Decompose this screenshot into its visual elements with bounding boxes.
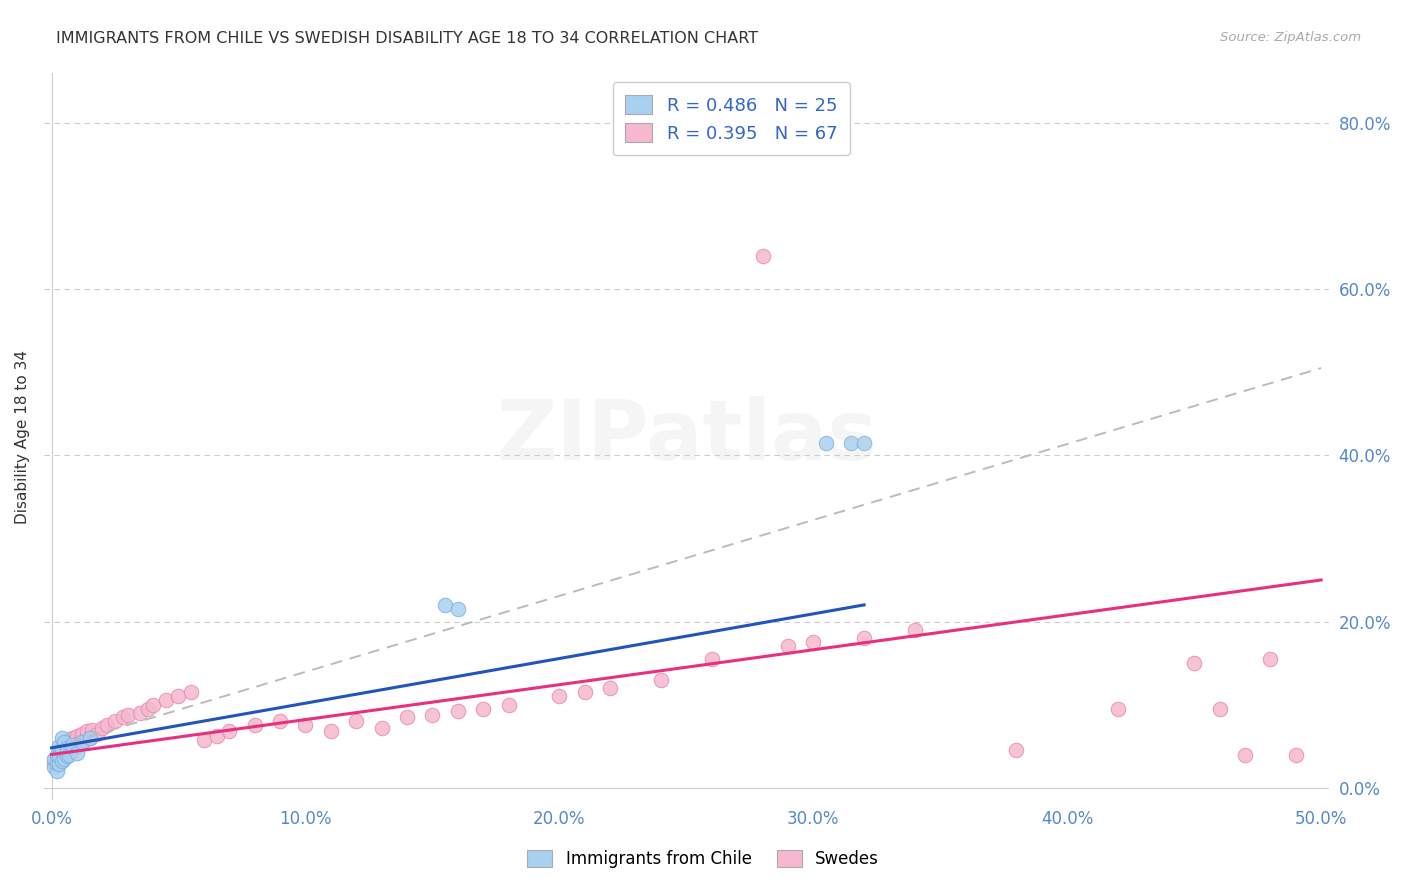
Point — [841, 435, 863, 450]
Point — [904, 623, 927, 637]
Point — [82, 723, 104, 737]
Point — [1208, 702, 1230, 716]
Point — [205, 729, 228, 743]
Legend: R = 0.486   N = 25, R = 0.395   N = 67: R = 0.486 N = 25, R = 0.395 N = 67 — [613, 82, 851, 155]
Point — [76, 724, 98, 739]
Point — [73, 732, 96, 747]
Point — [53, 735, 76, 749]
Point — [55, 749, 77, 764]
Point — [193, 732, 215, 747]
Point — [1285, 747, 1308, 762]
Point — [63, 740, 86, 755]
Point — [1107, 702, 1129, 716]
Point — [814, 435, 837, 450]
Point — [422, 707, 444, 722]
Point — [574, 685, 596, 699]
Text: ZIPatlas: ZIPatlas — [496, 396, 877, 477]
Point — [48, 757, 70, 772]
Point — [395, 710, 418, 724]
Point — [447, 602, 470, 616]
Point — [136, 702, 159, 716]
Point — [66, 729, 89, 743]
Point — [60, 743, 83, 757]
Point — [45, 747, 67, 762]
Point — [60, 738, 83, 752]
Point — [51, 754, 73, 768]
Point — [58, 732, 80, 747]
Point — [434, 598, 457, 612]
Point — [45, 757, 67, 772]
Point — [243, 718, 266, 732]
Point — [1005, 743, 1028, 757]
Point — [1260, 652, 1282, 666]
Point — [55, 735, 77, 749]
Point — [42, 752, 65, 766]
Point — [79, 731, 101, 745]
Point — [91, 721, 114, 735]
Point — [51, 731, 73, 745]
Point — [55, 740, 77, 755]
Point — [129, 706, 152, 720]
Point — [167, 690, 190, 704]
Point — [45, 749, 67, 764]
Point — [776, 640, 799, 654]
Point — [294, 718, 316, 732]
Point — [1182, 656, 1205, 670]
Point — [53, 749, 76, 764]
Point — [650, 673, 672, 687]
Point — [344, 714, 367, 729]
Point — [48, 739, 70, 754]
Point — [66, 746, 89, 760]
Point — [498, 698, 520, 712]
Point — [104, 714, 127, 729]
Point — [96, 718, 118, 732]
Point — [70, 727, 93, 741]
Point — [86, 727, 108, 741]
Point — [142, 698, 165, 712]
Point — [60, 731, 83, 745]
Point — [548, 690, 571, 704]
Point — [180, 685, 202, 699]
Point — [66, 739, 89, 754]
Point — [853, 435, 876, 450]
Point — [51, 740, 73, 755]
Point — [599, 681, 621, 695]
Point — [472, 702, 495, 716]
Point — [51, 752, 73, 766]
Point — [58, 746, 80, 760]
Point — [42, 760, 65, 774]
Point — [53, 738, 76, 752]
Text: IMMIGRANTS FROM CHILE VS SWEDISH DISABILITY AGE 18 TO 34 CORRELATION CHART: IMMIGRANTS FROM CHILE VS SWEDISH DISABIL… — [56, 31, 758, 46]
Point — [79, 731, 101, 745]
Point — [70, 735, 93, 749]
Point — [751, 249, 773, 263]
Point — [51, 743, 73, 757]
Point — [48, 754, 70, 768]
Y-axis label: Disability Age 18 to 34: Disability Age 18 to 34 — [15, 350, 30, 524]
Point — [370, 721, 392, 735]
Point — [48, 746, 70, 760]
Point — [1233, 747, 1256, 762]
Point — [111, 710, 134, 724]
Point — [218, 724, 240, 739]
Point — [42, 756, 65, 770]
Point — [53, 752, 76, 766]
Point — [69, 735, 91, 749]
Point — [45, 764, 67, 778]
Point — [447, 704, 470, 718]
Point — [801, 635, 824, 649]
Point — [55, 747, 77, 762]
Point — [853, 631, 876, 645]
Point — [117, 707, 139, 722]
Point — [58, 747, 80, 762]
Point — [269, 714, 291, 729]
Point — [700, 652, 723, 666]
Point — [155, 693, 177, 707]
Point — [48, 749, 70, 764]
Legend: Immigrants from Chile, Swedes: Immigrants from Chile, Swedes — [520, 843, 886, 875]
Text: Source: ZipAtlas.com: Source: ZipAtlas.com — [1220, 31, 1361, 45]
Point — [319, 724, 342, 739]
Point — [45, 756, 67, 770]
